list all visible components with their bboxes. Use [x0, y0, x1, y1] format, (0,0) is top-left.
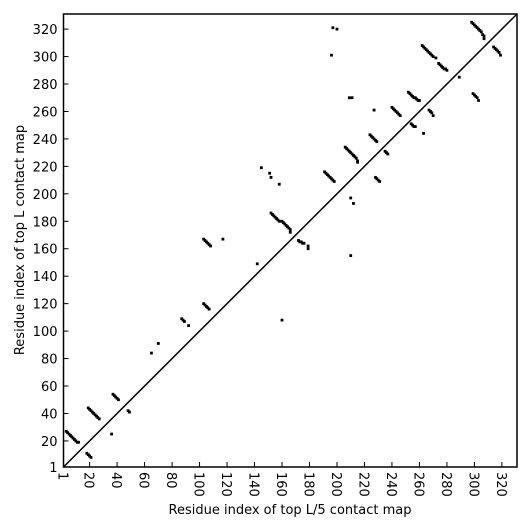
y-axis-label: Residue index of top L contact map: [13, 125, 28, 355]
contact-point: [331, 26, 335, 30]
x-tick-label: 20: [81, 472, 96, 489]
contact-point: [89, 455, 93, 459]
contact-point: [259, 166, 263, 170]
contact-point: [187, 324, 190, 328]
contact-point: [482, 37, 486, 41]
contact-point: [306, 244, 310, 248]
x-tick-label: 220: [355, 472, 370, 497]
contact-point: [413, 125, 417, 128]
contact-point: [352, 202, 355, 205]
contact-point: [221, 237, 225, 241]
contact-point: [277, 182, 281, 186]
x-tick-label: 280: [438, 472, 453, 497]
contact-point: [110, 432, 113, 436]
contact-point: [445, 68, 449, 72]
y-tick-label: 200: [33, 188, 58, 203]
contact-point: [457, 75, 461, 79]
contact-point: [277, 219, 281, 223]
y-tick-label: 180: [33, 215, 58, 230]
y-tick-label: 100: [33, 325, 58, 340]
contact-point: [280, 318, 284, 322]
y-tick-label: 240: [33, 133, 58, 148]
contact-point: [431, 55, 435, 58]
contact-point: [150, 351, 153, 355]
contact-point: [350, 96, 354, 100]
contact-point: [378, 180, 381, 183]
contact-point: [332, 180, 336, 183]
x-tick-label: 80: [163, 472, 178, 489]
x-axis-label: Residue index of top L/5 contact map: [169, 503, 412, 518]
contact-point: [430, 111, 434, 115]
contact-point: [302, 241, 306, 245]
contact-point: [356, 160, 359, 164]
contact-point: [288, 228, 292, 231]
y-tick-label: 80: [41, 353, 58, 368]
x-tick-label: 240: [383, 472, 398, 497]
y-tick-label: 140: [33, 270, 58, 285]
y-tick-label: 220: [33, 160, 58, 175]
contact-point: [117, 398, 120, 402]
contact-point: [347, 96, 351, 100]
y-tick-label: 120: [33, 298, 58, 313]
x-tick-label: 200: [328, 472, 343, 497]
contact-point: [268, 171, 272, 175]
x-tick-label: 320: [493, 472, 508, 497]
x-tick-label: 160: [273, 472, 288, 497]
plot-frame: [62, 13, 518, 468]
contact-point: [434, 56, 438, 60]
y-tick-label: 160: [33, 243, 58, 258]
contact-point: [183, 320, 186, 323]
y-tick-label: 260: [33, 105, 58, 120]
contact-point: [479, 30, 483, 34]
x-tick-label: 1: [55, 472, 70, 480]
contact-point: [306, 247, 310, 251]
contact-point: [431, 114, 435, 117]
x-tick-label: 140: [246, 472, 261, 497]
y-tick-label: 1: [49, 461, 57, 476]
diagonal: [62, 13, 518, 468]
y-tick-label: 300: [33, 51, 58, 66]
contact-point: [349, 254, 353, 257]
contact-point: [209, 244, 212, 248]
contact-point: [475, 96, 479, 100]
contact-point: [422, 132, 425, 135]
x-tick-label: 260: [410, 472, 425, 497]
contact-point: [354, 156, 358, 160]
x-tick-label: 300: [465, 472, 480, 497]
contact-point: [335, 27, 339, 31]
contact-point: [349, 196, 353, 200]
contact-point: [497, 51, 501, 54]
y-tick-label: 60: [41, 380, 58, 395]
contact-point: [255, 262, 259, 266]
contact-point: [418, 99, 421, 102]
x-tick-label: 60: [136, 472, 151, 489]
contact-point: [372, 108, 376, 112]
contact-point: [477, 99, 480, 102]
y-tick-label: 280: [33, 78, 58, 93]
x-tick-label: 100: [191, 472, 206, 497]
contact-point: [386, 152, 390, 156]
x-tick-label: 40: [108, 472, 123, 489]
contact-point: [499, 53, 502, 57]
y-tick-label: 40: [41, 407, 58, 422]
contact-point: [97, 417, 101, 421]
contact-point: [482, 34, 486, 38]
contact-point: [375, 140, 379, 144]
contact-point: [330, 53, 333, 57]
contact-point: [77, 440, 81, 444]
contact-point: [269, 175, 273, 179]
contact-point: [156, 342, 160, 345]
contact-point: [128, 410, 131, 414]
x-tick-label: 120: [218, 472, 233, 497]
y-tick-label: 320: [33, 23, 58, 38]
contact-point: [288, 230, 292, 234]
contact-point: [398, 114, 402, 117]
x-tick-label: 180: [300, 472, 315, 497]
y-tick-label: 20: [41, 435, 58, 450]
contact-point: [207, 307, 211, 311]
